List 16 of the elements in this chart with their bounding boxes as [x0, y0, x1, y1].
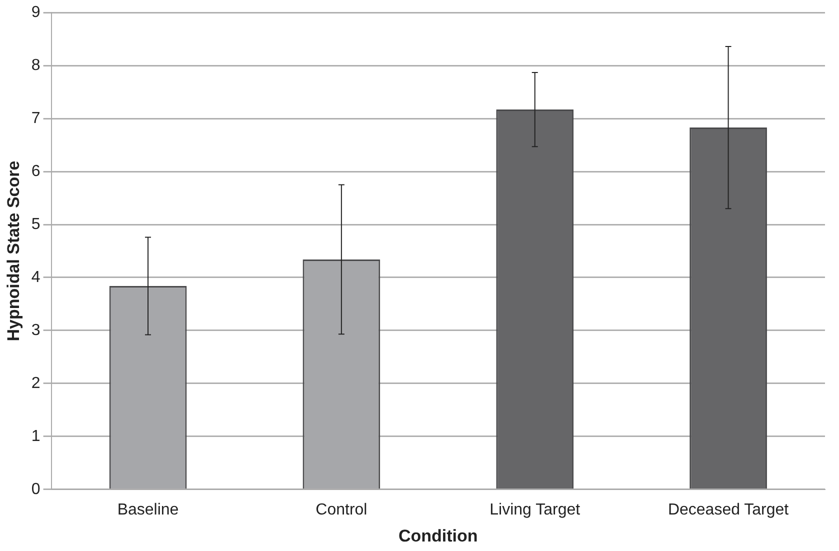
y-tick-label: 7	[31, 110, 40, 127]
y-tick-label: 2	[31, 374, 40, 392]
y-tick-label: 9	[31, 4, 40, 22]
x-tick-label: Baseline	[117, 501, 179, 518]
y-tick-label: 8	[31, 56, 40, 74]
x-tick-label: Deceased Target	[668, 501, 790, 518]
y-tick-label: 1	[31, 428, 40, 445]
y-tick-label: 0	[31, 480, 40, 498]
x-tick-label: Control	[316, 501, 368, 518]
x-axis-title: Condition	[398, 526, 478, 546]
x-tick-label: Living Target	[490, 501, 581, 518]
y-tick-label: 3	[31, 322, 40, 339]
y-tick-label: 6	[31, 162, 40, 180]
y-tick-label: 4	[31, 268, 40, 286]
y-tick-label: 5	[31, 216, 40, 233]
y-axis-title: Hypnoidal State Score	[4, 160, 23, 342]
